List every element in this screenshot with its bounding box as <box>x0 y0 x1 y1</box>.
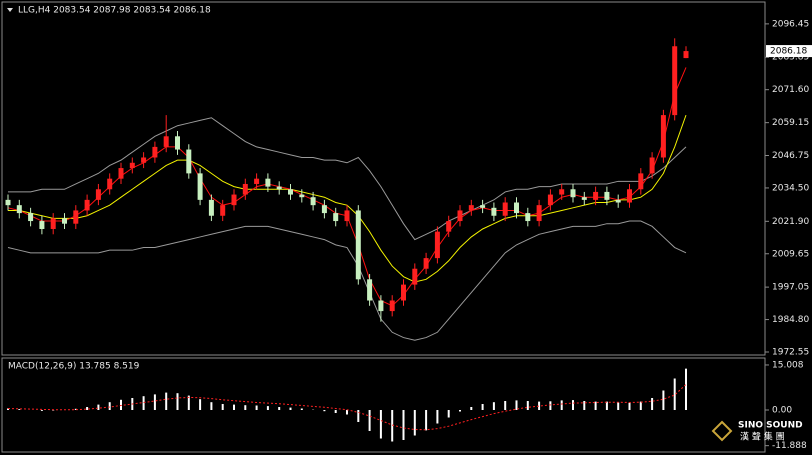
candle-body <box>536 205 542 222</box>
candle-body <box>434 231 440 259</box>
candle-body <box>468 205 474 211</box>
candle-body <box>39 221 45 229</box>
candle-body <box>333 213 339 222</box>
candle-body <box>175 136 180 150</box>
candle-body <box>186 149 192 174</box>
y-tick-label: 0.00 <box>772 405 792 415</box>
candle-body <box>152 146 158 158</box>
candle-body <box>288 189 293 195</box>
candle-body <box>525 213 531 222</box>
candle-body <box>265 178 271 187</box>
candle-body <box>660 115 666 158</box>
candle-body <box>446 221 452 232</box>
candle-body <box>649 157 655 174</box>
price-label: 2086.18 <box>770 47 807 57</box>
candle-body <box>412 268 418 285</box>
y-tick-label: 2096.45 <box>772 19 809 29</box>
candle-body <box>28 213 34 222</box>
candle-body <box>231 194 237 206</box>
candle-body <box>672 46 678 116</box>
candle-body <box>208 199 214 216</box>
candle-body <box>129 162 135 169</box>
candle-body <box>310 197 316 206</box>
candle-body <box>5 199 11 206</box>
y-tick-label: 1997.05 <box>772 283 809 293</box>
candle-body <box>84 199 90 211</box>
candle-body <box>242 183 248 195</box>
y-tick-label: 15.008 <box>772 360 804 370</box>
y-tick-label: 2059.15 <box>772 118 809 128</box>
logo-brand: SINO SOUND <box>738 421 803 431</box>
candle-body <box>401 284 406 301</box>
chart-title: LLG,H4 2083.54 2087.98 2083.54 2086.18 <box>18 6 211 16</box>
candle-body <box>457 210 463 222</box>
candle-body <box>604 191 610 200</box>
candle-body <box>514 202 519 214</box>
candle-body <box>254 178 260 184</box>
candle-body <box>299 194 305 198</box>
logo-sub: 漢 聲 集 團 <box>740 431 785 443</box>
y-tick-label: 2021.90 <box>772 217 809 227</box>
candle-body <box>163 136 169 147</box>
candle-body <box>627 189 632 203</box>
candle-body <box>423 258 429 269</box>
candle-body <box>118 168 124 179</box>
macd-panel <box>1 357 766 453</box>
y-tick-label: 2009.65 <box>772 249 809 259</box>
candle-body <box>593 191 599 200</box>
price-panel <box>1 1 766 356</box>
candle-body <box>16 205 22 214</box>
y-tick-label: 1984.80 <box>772 315 809 325</box>
logo: SINO SOUND 漢 聲 集 團 <box>711 420 803 443</box>
y-tick-label: 2083.85 <box>772 53 809 63</box>
candle-body <box>355 210 361 280</box>
candle-body <box>389 300 395 312</box>
candle-body <box>615 199 621 203</box>
candle-body <box>581 197 587 200</box>
candle-body <box>141 157 147 163</box>
candle-body <box>491 207 497 216</box>
logo-icon <box>711 420 733 442</box>
candle-body <box>480 205 486 208</box>
candle-body <box>197 173 203 200</box>
indicator-line <box>7 220 687 341</box>
candle-body <box>73 210 79 224</box>
candle-body <box>95 189 101 200</box>
y-tick-label: 1972.55 <box>772 348 809 358</box>
candle-body <box>50 218 56 229</box>
candle-body <box>638 173 644 190</box>
candle-body <box>107 178 113 190</box>
candle-body <box>547 194 553 206</box>
candle-body <box>559 189 565 195</box>
indicator-line <box>7 384 687 431</box>
menu-arrow <box>7 8 13 12</box>
macd-title: MACD(12,26,9) 13.785 8.519 <box>8 362 140 372</box>
y-tick-label: 2046.75 <box>772 151 809 161</box>
candle-body <box>62 218 67 224</box>
candle-body <box>344 210 350 222</box>
candle-body <box>683 51 689 59</box>
candle-body <box>570 189 576 198</box>
candle-body <box>220 205 226 216</box>
y-tick-label: 2071.60 <box>772 85 809 95</box>
candle-body <box>502 202 508 216</box>
y-tick-label: 2034.50 <box>772 183 809 193</box>
candle-body <box>378 300 384 312</box>
price-label-box <box>766 45 812 58</box>
candle-body <box>276 186 282 190</box>
candle-body <box>321 205 327 214</box>
candle-body <box>367 279 373 301</box>
y-tick-label: -11.888 <box>772 441 807 451</box>
